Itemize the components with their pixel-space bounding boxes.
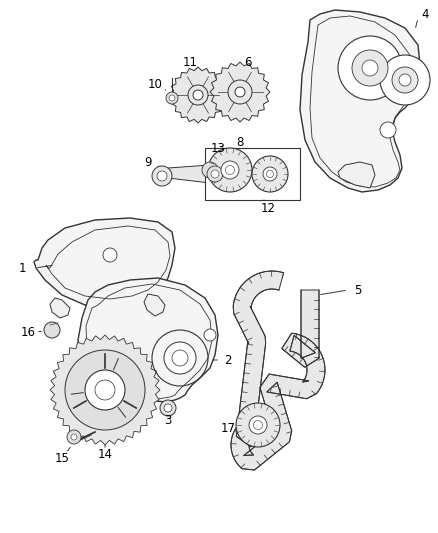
Polygon shape: [231, 271, 325, 470]
Polygon shape: [34, 218, 175, 308]
Text: 5: 5: [354, 284, 362, 296]
Text: 16: 16: [21, 326, 35, 338]
Circle shape: [392, 67, 418, 93]
Bar: [205, 148, 300, 200]
Circle shape: [95, 380, 115, 400]
Text: 17: 17: [220, 422, 236, 434]
Circle shape: [67, 430, 81, 444]
Circle shape: [338, 36, 402, 100]
Circle shape: [249, 416, 267, 434]
Circle shape: [226, 166, 234, 174]
Circle shape: [252, 156, 288, 192]
Circle shape: [380, 55, 430, 105]
Circle shape: [380, 122, 396, 138]
Circle shape: [157, 171, 167, 181]
Circle shape: [235, 87, 245, 97]
Text: 9: 9: [144, 156, 152, 168]
Circle shape: [208, 148, 252, 192]
Circle shape: [71, 434, 77, 440]
Text: 13: 13: [211, 141, 226, 155]
Circle shape: [352, 50, 388, 86]
Circle shape: [266, 171, 273, 177]
Circle shape: [152, 166, 172, 186]
Circle shape: [228, 80, 252, 104]
Text: 8: 8: [237, 136, 244, 149]
Circle shape: [103, 248, 117, 262]
Circle shape: [204, 329, 216, 341]
Circle shape: [221, 161, 239, 179]
Text: 4: 4: [421, 7, 429, 20]
Circle shape: [169, 95, 175, 101]
Text: 3: 3: [164, 414, 172, 426]
Text: 12: 12: [261, 201, 276, 214]
Circle shape: [193, 90, 203, 100]
Circle shape: [164, 404, 172, 412]
Polygon shape: [210, 62, 270, 122]
Polygon shape: [78, 278, 218, 402]
Polygon shape: [50, 335, 160, 445]
Circle shape: [164, 342, 196, 374]
Text: 10: 10: [148, 78, 162, 92]
Circle shape: [172, 350, 188, 366]
Text: 2: 2: [224, 353, 232, 367]
Circle shape: [399, 74, 411, 86]
Circle shape: [85, 370, 125, 410]
Circle shape: [202, 162, 218, 178]
Circle shape: [263, 167, 277, 181]
Circle shape: [166, 92, 178, 104]
Circle shape: [254, 421, 262, 430]
Circle shape: [362, 60, 378, 76]
Text: 14: 14: [98, 448, 113, 462]
Polygon shape: [170, 67, 226, 123]
Circle shape: [44, 322, 60, 338]
Polygon shape: [144, 294, 165, 316]
Polygon shape: [300, 10, 420, 192]
Polygon shape: [50, 298, 70, 318]
Polygon shape: [162, 165, 218, 183]
Text: 1: 1: [18, 262, 26, 274]
Circle shape: [211, 170, 219, 178]
Polygon shape: [338, 162, 375, 188]
Text: 11: 11: [183, 55, 198, 69]
Circle shape: [188, 85, 208, 105]
Circle shape: [160, 400, 176, 416]
Text: 6: 6: [244, 55, 252, 69]
Circle shape: [65, 350, 145, 430]
Circle shape: [207, 166, 223, 182]
Text: 15: 15: [55, 451, 70, 464]
Circle shape: [236, 403, 280, 447]
